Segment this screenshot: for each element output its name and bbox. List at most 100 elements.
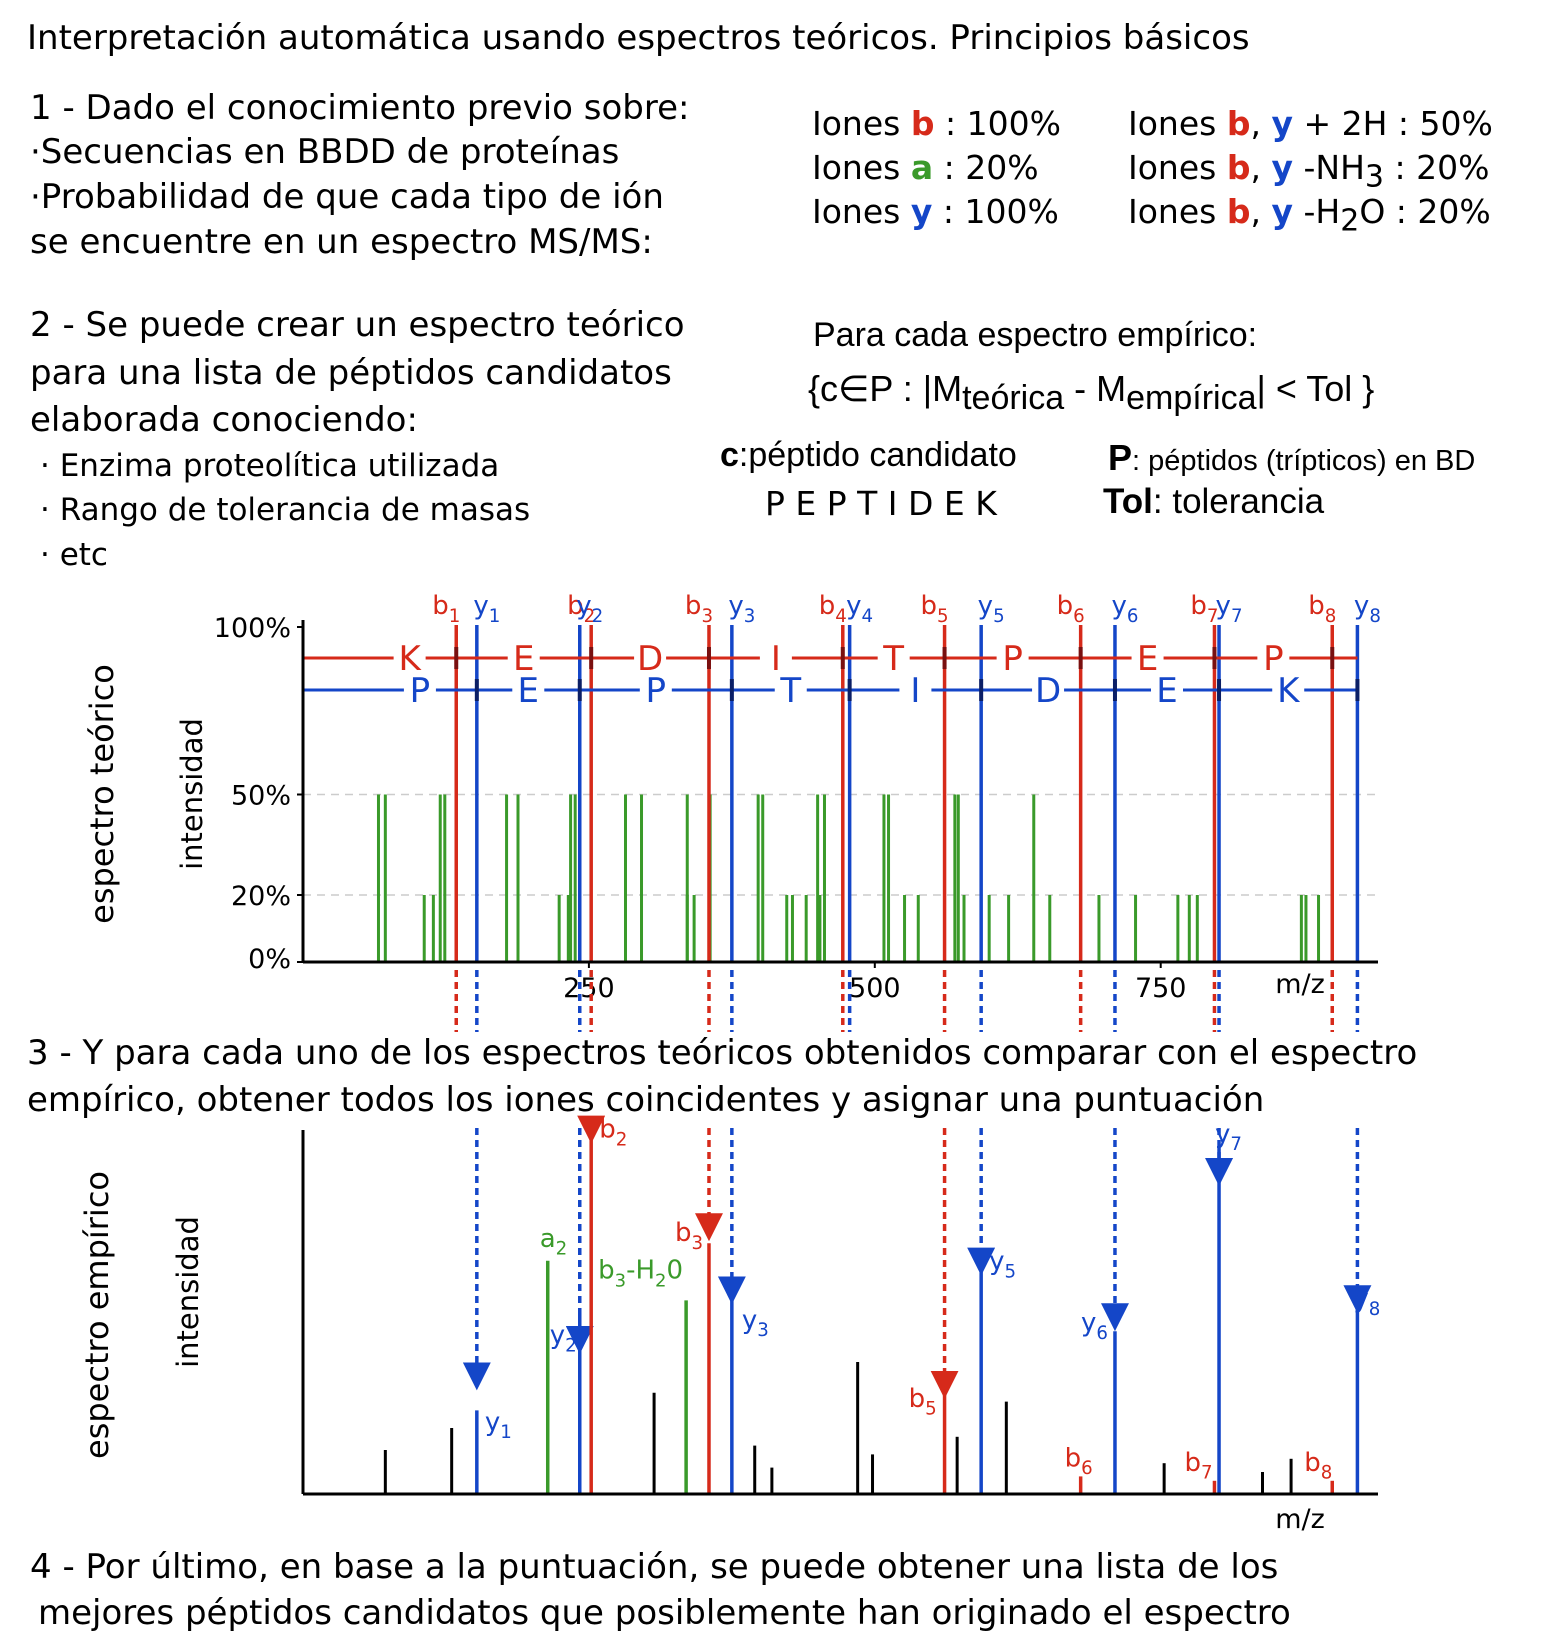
b-residue: E — [1137, 639, 1158, 679]
b-residue: P — [1002, 639, 1023, 679]
b-residue-bg — [1131, 640, 1164, 676]
step2-bullet-etc: · etc — [40, 537, 108, 573]
b-ion-label: b3 — [685, 591, 713, 627]
formula-set: {c∈P : |Mteórica - Mempírica| < Tol } — [808, 368, 1375, 418]
b-ion-label: b2 — [567, 591, 595, 627]
y-ion-label: y2 — [550, 1321, 577, 1357]
y-ion-label: y8 — [1353, 1284, 1380, 1320]
b-ion-label: b8 — [1308, 591, 1336, 627]
y-residue-bg — [774, 672, 807, 708]
b-residue-bg — [507, 640, 540, 676]
b-residue-bg — [393, 640, 426, 676]
y-ion-label: y4 — [846, 591, 873, 627]
step2-bullet-enzyme: · Enzima proteolítica utilizada — [40, 448, 500, 484]
step2-line3: elaborada conociendo: — [30, 400, 418, 440]
y-residue: T — [779, 671, 801, 711]
formula-tol-def: Tol: tolerancia — [1103, 482, 1325, 521]
b-ion-label: b5 — [909, 1384, 937, 1420]
chart2-outer-ylabel: espectro empírico — [78, 1171, 116, 1459]
step1-line3: ·Probabilidad de que cada tipo de ión — [30, 177, 664, 217]
formula-intro: Para cada espectro empírico: — [813, 316, 1258, 354]
ion-match-arrows — [454, 970, 1372, 1399]
b-residue-bg — [996, 640, 1029, 676]
b-residue-bg — [634, 640, 667, 676]
step3-line2: empírico, obtener todos los iones coinci… — [27, 1080, 1265, 1120]
ion-prob-by-2h: Iones b, y + 2H : 50% — [1128, 104, 1493, 143]
b-residue-bg — [877, 640, 910, 676]
b-residue: I — [771, 639, 781, 679]
y-ion-label: y1 — [473, 591, 500, 627]
y-residue: K — [1277, 671, 1301, 711]
step3-line1: 3 - Y para cada uno de los espectros teó… — [27, 1033, 1418, 1073]
ion-prob-a: Iones a : 20% — [812, 148, 1039, 187]
chart2-xlabel: m/z — [1275, 1504, 1325, 1535]
page-title: Interpretación automática usando espectr… — [27, 18, 1250, 58]
ion-prob-by-nh3: Iones b, y -NH3 : 20% — [1128, 148, 1490, 195]
b-ion-label: b1 — [432, 591, 460, 627]
y-ion-label: y7 — [1215, 1119, 1242, 1155]
formula-peptide: P E P T I D E K — [765, 484, 997, 523]
b-ion-label: b6 — [1065, 1443, 1093, 1479]
b-residue-bg — [1257, 640, 1290, 676]
b-residue: T — [882, 639, 904, 679]
chart1-xlabel: m/z — [1275, 969, 1325, 1000]
y-ion-label: y6 — [1111, 591, 1138, 627]
b-ion-label: b7 — [1184, 1448, 1212, 1484]
y-residue: P — [646, 671, 667, 711]
formula-c-def: c:péptido candidato — [720, 436, 1017, 474]
y-residue-bg — [403, 672, 436, 708]
chart2-ylabel: intensidad — [171, 1216, 205, 1368]
chart1-xtick-label: 750 — [1135, 973, 1187, 1004]
b-residue-bg — [759, 640, 792, 676]
ion-prob-by-h2o: Iones b, y -H2O : 20% — [1128, 192, 1491, 239]
y-ion-label: y5 — [989, 1247, 1016, 1283]
y-ion-label: y3 — [728, 591, 755, 627]
step2-line1: 2 - Se puede crear un espectro teórico — [30, 305, 685, 345]
b-ion-label: b8 — [1304, 1448, 1332, 1484]
y-residue-bg — [512, 672, 545, 708]
y-ion-label: y6 — [1081, 1308, 1108, 1344]
b3-h2o-label: b3-H20 — [598, 1255, 683, 1291]
b-ion-label: b7 — [1190, 591, 1218, 627]
a-ion-label: a2 — [540, 1224, 568, 1260]
y-ion-label: y2 — [576, 591, 603, 627]
ion-prob-b: Iones b : 100% — [812, 104, 1061, 143]
y-residue-bg — [1151, 672, 1184, 708]
b-residue: P — [1263, 639, 1284, 679]
b-residue: E — [513, 639, 534, 679]
chart1-ytick-label: 0% — [248, 944, 291, 975]
formula-p-def: P: péptidos (trípticos) en BD — [1108, 437, 1476, 478]
y-ion-label: y5 — [978, 591, 1005, 627]
step4-line1: 4 - Por último, en base a la puntuación,… — [30, 1547, 1279, 1587]
y-residue: E — [1156, 671, 1177, 711]
y-residue-bg — [1032, 672, 1065, 708]
step2-bullet-tolerance: · Rango de tolerancia de masas — [40, 492, 531, 528]
y-ion-label: y3 — [742, 1305, 769, 1341]
y-residue-bg — [899, 672, 932, 708]
step1-line2: ·Secuencias en BBDD de proteínas — [30, 132, 620, 172]
chart1-ytick-label: 50% — [231, 781, 291, 812]
b-ion-label: b4 — [819, 591, 847, 627]
y-residue: P — [410, 671, 431, 711]
chart1-xtick-label: 500 — [849, 973, 901, 1004]
step2-line2: para una lista de péptidos candidatos — [30, 353, 672, 393]
step1-line4: se encuentre en un espectro MS/MS: — [30, 222, 653, 262]
b-ion-label: b5 — [921, 591, 949, 627]
b-ion-label: b6 — [1057, 591, 1085, 627]
step4-line2: mejores péptidos candidatos que posiblem… — [38, 1593, 1291, 1633]
chart1-ytick-label: 100% — [214, 613, 291, 644]
chart1-outer-ylabel: espectro teórico — [83, 664, 121, 924]
y-ion-label: y8 — [1354, 591, 1381, 627]
chart1-ytick-label: 20% — [231, 881, 291, 912]
y-ion-label: y7 — [1216, 591, 1243, 627]
y-residue-bg — [1272, 672, 1305, 708]
chart1-ylabel: intensidad — [175, 718, 209, 870]
y-residue: E — [518, 671, 539, 711]
step1-line1: 1 - Dado el conocimiento previo sobre: — [30, 88, 690, 128]
y-ion-label: y1 — [485, 1407, 512, 1443]
y-residue-bg — [639, 672, 672, 708]
y-residue: D — [1035, 671, 1061, 711]
